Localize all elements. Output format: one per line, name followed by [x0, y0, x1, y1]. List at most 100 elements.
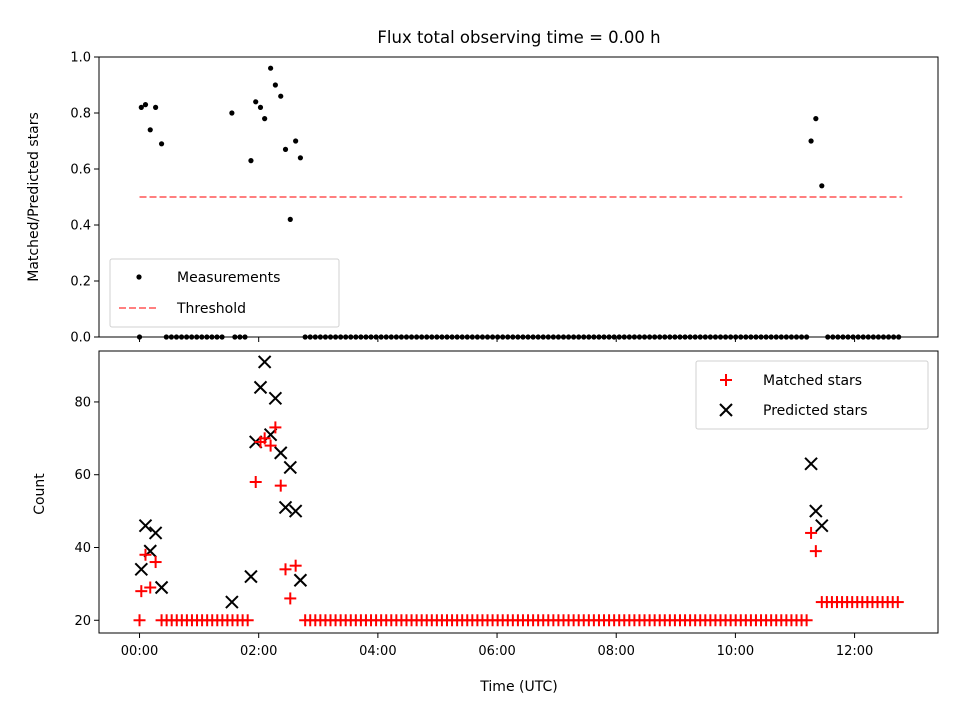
measurement-point: [358, 334, 364, 340]
measurement-point: [520, 334, 526, 340]
measurement-point: [697, 334, 703, 340]
measurement-point: [253, 99, 259, 105]
bottom-plot-frame: [98, 350, 939, 634]
measurement-point: [788, 334, 795, 340]
predicted-star-point: [134, 562, 149, 577]
measurement-point: [722, 334, 729, 340]
measurement-point: [444, 334, 450, 340]
matched-star-point: [284, 592, 297, 605]
measurement-point: [845, 334, 851, 340]
measurement-point: [535, 334, 541, 340]
measurement-point: [232, 334, 238, 340]
measurement-point: [631, 334, 637, 340]
measurement-point: [778, 334, 784, 340]
measurement-point: [393, 334, 399, 340]
measurement-point: [586, 334, 592, 340]
measurement-point: [199, 334, 205, 340]
measurement-point: [891, 334, 897, 340]
predicted-star-stroke: [283, 460, 297, 475]
measurement-point: [738, 334, 744, 340]
measurement-point: [474, 334, 480, 340]
measurement-point: [178, 334, 185, 340]
predicted-star-stroke: [278, 500, 293, 515]
measurement-point: [469, 334, 475, 340]
measurement-point: [773, 334, 779, 340]
measurement-point: [798, 334, 805, 340]
measurement-point: [783, 334, 789, 340]
top-marks: [136, 65, 903, 340]
top-legend: Measurements Threshold: [109, 258, 340, 328]
predicted-star-point: [225, 595, 239, 609]
measurement-point: [753, 334, 759, 340]
measurement-point: [611, 334, 617, 340]
top-y-tick-label: 0.2: [70, 275, 91, 290]
top-legend-box: [109, 258, 340, 328]
measurement-point: [383, 334, 389, 340]
matched-star-point: [289, 559, 302, 572]
bottom-y-tick-label: 60: [74, 468, 91, 483]
measurement-point: [830, 334, 836, 340]
legend-matched-marker: [720, 374, 732, 386]
measurement-point: [183, 334, 190, 340]
measurement-point: [576, 334, 582, 340]
measurement-point: [748, 334, 754, 340]
measurement-point: [646, 334, 653, 340]
measurement-point: [860, 334, 866, 340]
measurement-point: [353, 334, 359, 340]
measurement-point: [398, 334, 405, 340]
predicted-star-point: [253, 380, 268, 395]
measurement-point: [278, 93, 284, 99]
measurement-point: [728, 334, 734, 340]
predicted-star-point: [809, 504, 823, 518]
matched-star-point: [144, 581, 157, 594]
measurement-point: [373, 334, 379, 340]
bottom-x-ticks: 00:00 02:00 04:00 06:00 08:00 10:00 12:00: [121, 633, 873, 659]
predicted-star-point: [293, 573, 308, 587]
measurement-point: [459, 334, 465, 340]
measurement-point: [332, 334, 339, 340]
matched-star-point: [258, 432, 271, 445]
measurement-point: [601, 334, 607, 340]
measurement-point: [439, 334, 445, 340]
bottom-legend-box: [695, 360, 929, 430]
matched-star-point: [269, 421, 282, 434]
measurement-point: [596, 334, 602, 340]
predicted-star-point: [257, 355, 272, 369]
measurement-point: [479, 334, 486, 340]
measurement-point: [707, 334, 713, 340]
measurement-point: [606, 334, 612, 340]
bottom-y-tick-label: 80: [74, 395, 91, 410]
measurement-point: [312, 334, 318, 340]
bottom-legend: Matched stars Predicted stars: [695, 360, 929, 430]
bottom-x-tick-label: 12:00: [836, 644, 873, 659]
bottom-x-tick-label: 02:00: [240, 644, 277, 659]
predicted-star-point: [268, 391, 283, 406]
matched-star-point: [264, 439, 277, 452]
matched-star-point: [133, 614, 146, 627]
measurement-point: [242, 334, 248, 340]
measurement-point: [449, 334, 455, 340]
bottom-marks: [133, 355, 904, 627]
measurement-point: [652, 334, 658, 340]
bottom-x-tick-label: 06:00: [478, 644, 515, 659]
measurement-point: [510, 334, 516, 340]
measurement-point: [368, 334, 374, 340]
measurement-point: [454, 334, 460, 340]
matched-star-point: [241, 614, 254, 627]
measurement-point: [672, 334, 678, 340]
measurement-point: [768, 334, 774, 340]
top-y-tick-label: 0.0: [70, 331, 91, 346]
predicted-star-stroke: [815, 518, 829, 533]
measurement-point: [717, 334, 724, 340]
measurement-point: [565, 334, 572, 340]
measurement-point: [825, 334, 831, 340]
measurement-point: [657, 334, 663, 340]
measurement-point: [621, 334, 627, 340]
measurement-point: [403, 334, 410, 340]
predicted-star-stroke: [274, 446, 288, 460]
measurement-point: [363, 334, 369, 340]
predicted-star-point: [815, 518, 829, 533]
measurement-point: [189, 334, 195, 340]
measurement-point: [850, 334, 856, 340]
